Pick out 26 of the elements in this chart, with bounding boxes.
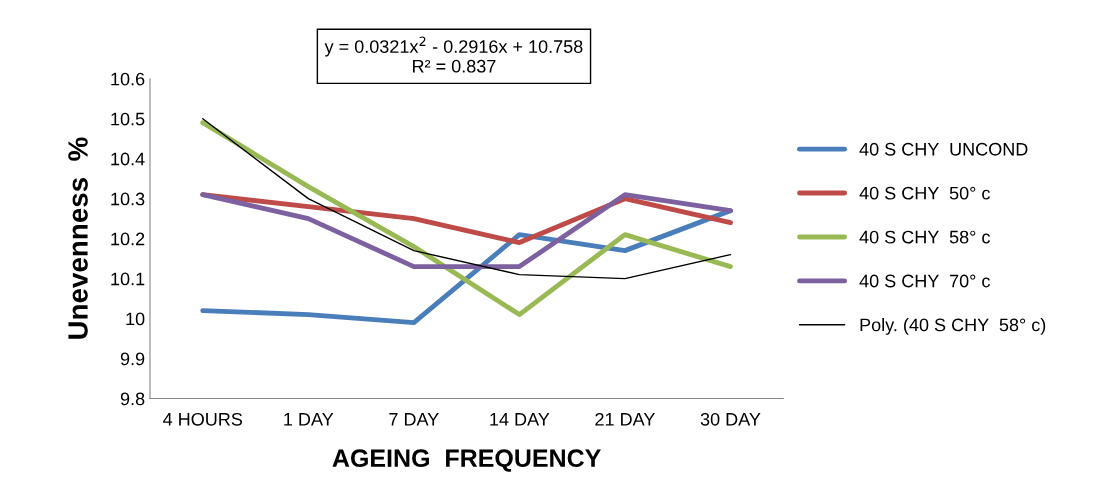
legend-label: 40 S CHY 58° c [859,230,990,244]
x-tick-label: 21 DAY [595,412,655,426]
x-tick-label: 30 DAY [700,412,761,426]
x-tick-label: 1 DAY [284,413,334,426]
y-axis-title: Unevenness % [68,137,88,339]
legend-label: 40 S CHY 50° c [859,186,990,200]
y-tick-label: 10.6 [111,72,145,86]
y-tick-label: 10.1 [111,272,145,286]
x-tick-label: 4 HOURS [163,412,243,426]
x-axis-title: AGEING FREQUENCY [332,449,601,472]
legend-label: 40 S CHY UNCOND [859,142,1028,156]
text: y = 0.0321x$^{2}$ - 0.2916x + 10.758 R² = 0.837 [324,36,583,73]
line-series [202,118,732,280]
legend-label: Poly. (40 S CHY 58° c) [860,318,1046,335]
y-tick-label: 10.3 [111,192,145,206]
x-tick-label: 7 DAY [389,413,439,426]
line-series [200,120,733,317]
x-tick-label: 14 DAY [490,413,550,426]
y-tick-label: 9.8 [120,392,145,406]
legend-label: 40 S CHY 70° c [859,274,990,288]
line-series [200,192,733,270]
y-tick-label: 10.5 [111,112,145,126]
y-tick-label: 10.4 [111,152,145,166]
y-tick-label: 10.2 [111,232,145,246]
y-tick-label: 9.9 [120,352,145,366]
y-tick-label: 10 [126,312,145,326]
